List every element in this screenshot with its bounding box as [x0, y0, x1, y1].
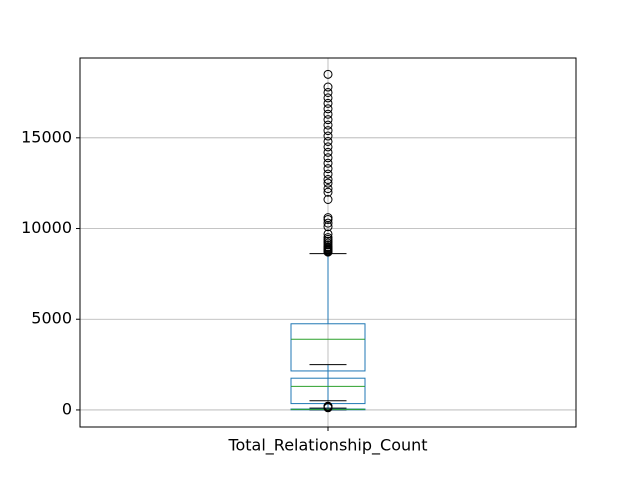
flier: [323, 184, 333, 194]
flier: [323, 147, 333, 157]
flier: [323, 98, 333, 108]
flier: [323, 158, 333, 168]
y-tick-label: 15000: [21, 127, 72, 146]
flier: [323, 126, 333, 136]
flier: [323, 401, 333, 411]
flier: [323, 222, 333, 232]
flier: [323, 136, 333, 146]
flier: [323, 82, 333, 92]
flier: [323, 131, 333, 141]
flier: [323, 120, 333, 130]
flier: [323, 109, 333, 119]
flier: [323, 213, 333, 223]
y-tick-label: 0: [62, 399, 72, 418]
flier: [323, 229, 333, 239]
y-tick-label: 10000: [21, 218, 72, 237]
x-tick-label: Total_Relationship_Count: [227, 436, 427, 456]
flier: [323, 93, 333, 103]
plot-frame: [79, 57, 577, 428]
flier: [323, 153, 333, 163]
flier: [323, 69, 333, 79]
y-tick-label: 5000: [31, 309, 72, 328]
flier: [323, 169, 333, 179]
flier: [323, 175, 333, 185]
flier: [323, 104, 333, 114]
flier: [323, 142, 333, 152]
flier: [323, 187, 333, 197]
flier: [323, 195, 333, 205]
flier: [323, 87, 333, 97]
flier: [323, 178, 333, 188]
flier: [323, 115, 333, 125]
flier: [323, 233, 333, 243]
flier: [323, 218, 333, 228]
flier: [323, 164, 333, 174]
